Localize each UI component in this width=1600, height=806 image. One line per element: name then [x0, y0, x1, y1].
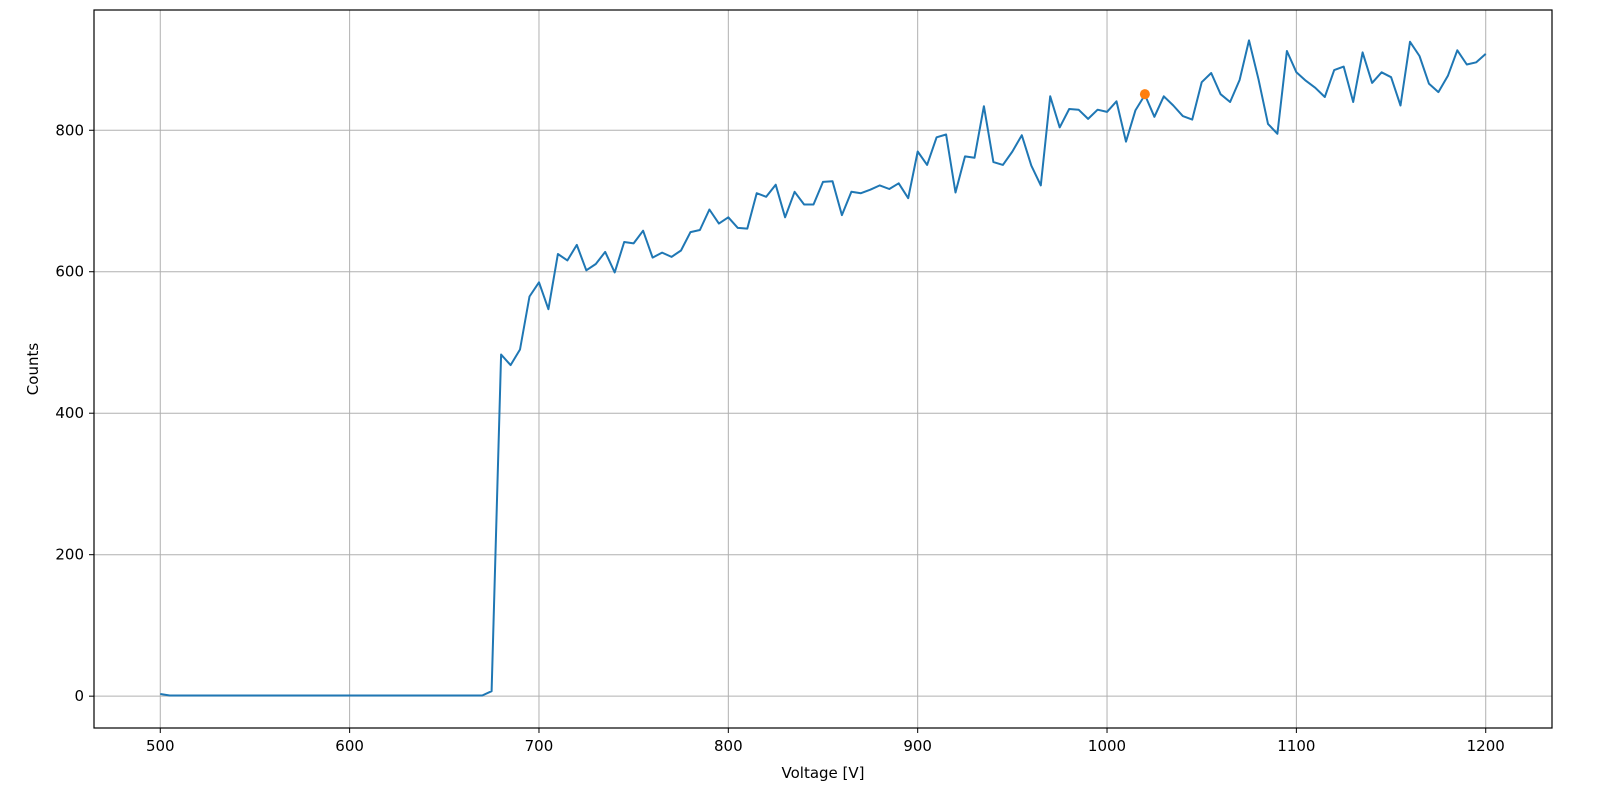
y-tick-label: 600 — [55, 263, 84, 281]
x-tick-label: 700 — [525, 737, 554, 755]
y-tick-label: 200 — [55, 546, 84, 564]
x-tick-label: 500 — [146, 737, 175, 755]
x-tick-label: 1200 — [1467, 737, 1505, 755]
x-tick-label: 1000 — [1088, 737, 1126, 755]
grid — [94, 10, 1552, 728]
x-axis-label: Voltage [V] — [782, 764, 865, 782]
x-tick-label: 900 — [903, 737, 932, 755]
x-tick-label: 800 — [714, 737, 743, 755]
x-tick-label: 600 — [335, 737, 364, 755]
x-tick-label: 1100 — [1277, 737, 1315, 755]
series-2-point — [1139, 89, 1150, 100]
y-axis-ticks: 0 200 400 600 800 — [55, 121, 94, 705]
series-1-line — [160, 39, 1487, 697]
series-layer — [160, 39, 1487, 697]
y-tick-label: 0 — [74, 687, 84, 705]
y-tick-label: 400 — [55, 404, 84, 422]
x-axis-ticks: 500 600 700 800 900 1000 1100 1200 — [146, 728, 1505, 755]
y-axis-label: Counts — [24, 343, 42, 396]
plot-frame — [93, 9, 1553, 729]
y-tick-label: 800 — [55, 121, 84, 139]
